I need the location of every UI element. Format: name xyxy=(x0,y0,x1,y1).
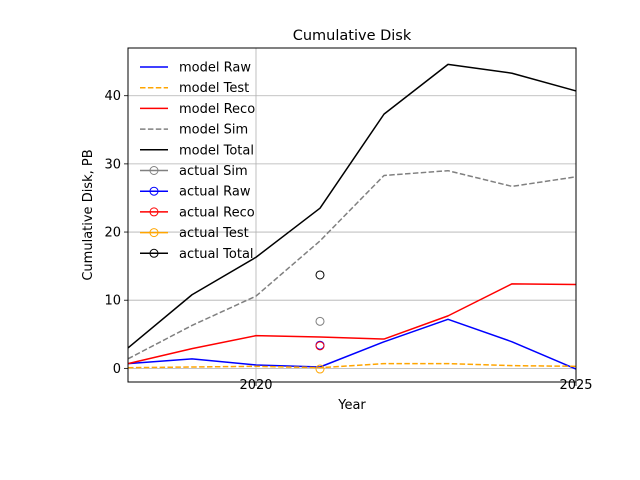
series-line-model-sim xyxy=(127,169,577,360)
data-point-actual-total xyxy=(315,270,325,280)
legend-label-actual-sim: actual Sim xyxy=(179,164,248,179)
legend-label-model-test: model Test xyxy=(179,81,249,96)
legend-label-actual-reco: actual Reco xyxy=(179,205,255,220)
legend-label-model-reco: model Reco xyxy=(179,102,255,117)
y-tick-label: 0 xyxy=(113,362,121,377)
data-point-actual-sim xyxy=(315,316,325,326)
y-axis-label: Cumulative Disk, PB xyxy=(81,149,96,280)
legend-label-actual-total: actual Total xyxy=(179,247,254,262)
data-point-actual-test xyxy=(315,364,325,374)
plot-series xyxy=(127,63,577,374)
x-tick-label: 2020 xyxy=(239,378,272,393)
series-line-model-reco xyxy=(127,283,577,365)
y-tick-label: 10 xyxy=(104,294,121,309)
legend-marker-actual-sim xyxy=(149,166,159,175)
plot-frame xyxy=(127,47,577,383)
legend: model Raw model Test model Reco model Sim mo… xyxy=(140,61,255,262)
legend-marker-actual-test xyxy=(149,228,159,238)
legend-label-model-total: model Total xyxy=(179,143,254,158)
legend-marker-actual-raw xyxy=(149,186,159,196)
data-point-actual-reco xyxy=(315,341,325,351)
legend-marker-actual-total xyxy=(149,248,159,258)
y-tick-label: 40 xyxy=(104,89,121,104)
x-tick-label: 2025 xyxy=(559,378,592,393)
chart-title: Cumulative Disk xyxy=(293,28,412,44)
legend-label-actual-raw: actual Raw xyxy=(179,185,251,200)
series-line-model-test xyxy=(127,362,577,369)
x-axis-label: Year xyxy=(337,398,366,413)
y-tick-label: 30 xyxy=(104,157,121,172)
series-line-model-total xyxy=(127,63,577,349)
y-tick-label: 20 xyxy=(104,226,121,241)
legend-label-actual-test: actual Test xyxy=(179,226,249,241)
legend-label-model-raw: model Raw xyxy=(179,61,251,76)
legend-marker-actual-reco xyxy=(149,207,159,217)
legend-label-model-sim: model Sim xyxy=(179,123,248,138)
axes: 2020 2025 0 10 20 30 40 xyxy=(104,89,592,393)
series-line-model-raw xyxy=(127,318,577,370)
